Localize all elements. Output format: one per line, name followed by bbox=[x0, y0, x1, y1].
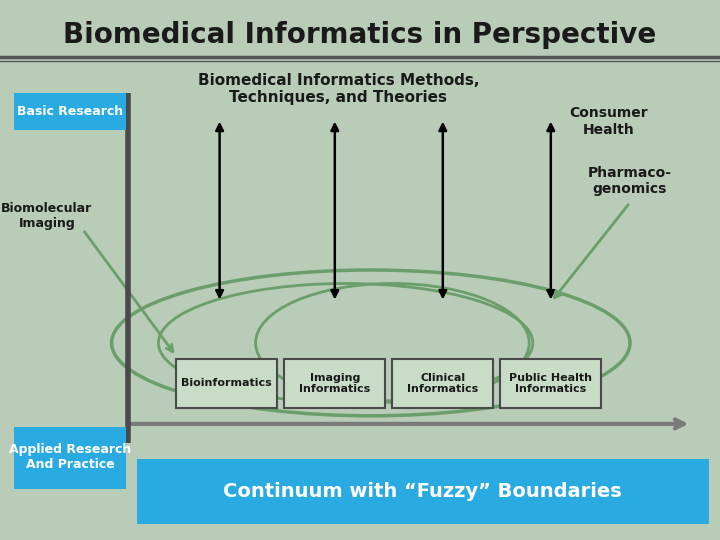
FancyBboxPatch shape bbox=[176, 359, 277, 408]
Text: Biomolecular
Imaging: Biomolecular Imaging bbox=[1, 202, 92, 230]
Text: Applied Research
And Practice: Applied Research And Practice bbox=[9, 443, 132, 471]
FancyBboxPatch shape bbox=[392, 359, 493, 408]
Text: Continuum with “Fuzzy” Boundaries: Continuum with “Fuzzy” Boundaries bbox=[223, 482, 622, 501]
Text: Bioinformatics: Bioinformatics bbox=[181, 379, 272, 388]
Text: Imaging
Informatics: Imaging Informatics bbox=[300, 373, 370, 394]
Text: Basic Research: Basic Research bbox=[17, 105, 124, 118]
FancyBboxPatch shape bbox=[14, 427, 126, 489]
Text: Public Health
Informatics: Public Health Informatics bbox=[509, 373, 593, 394]
FancyBboxPatch shape bbox=[500, 359, 601, 408]
FancyBboxPatch shape bbox=[137, 459, 709, 524]
Text: Biomedical Informatics in Perspective: Biomedical Informatics in Perspective bbox=[63, 21, 657, 49]
FancyBboxPatch shape bbox=[284, 359, 385, 408]
Text: Clinical
Informatics: Clinical Informatics bbox=[408, 373, 478, 394]
Text: Pharmaco-
genomics: Pharmaco- genomics bbox=[588, 166, 672, 196]
Text: Consumer
Health: Consumer Health bbox=[569, 106, 648, 137]
FancyBboxPatch shape bbox=[14, 93, 126, 130]
Text: Biomedical Informatics Methods,
Techniques, and Theories: Biomedical Informatics Methods, Techniqu… bbox=[198, 73, 479, 105]
